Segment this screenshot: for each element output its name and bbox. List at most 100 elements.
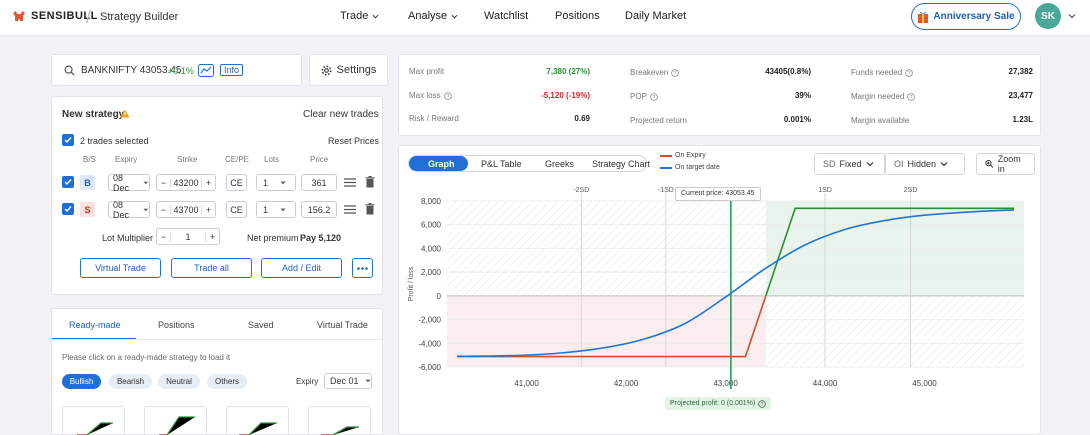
tab-saved[interactable]: Saved — [248, 320, 274, 330]
breadcrumb-divider: / — [86, 7, 92, 27]
info-icon[interactable]: ? — [650, 92, 658, 101]
tab-divider — [52, 339, 382, 340]
nav-trade[interactable]: Trade — [340, 10, 379, 22]
oi-label: OI — [894, 159, 904, 169]
stat-pop-label: POP ? — [630, 92, 658, 101]
trash-icon[interactable] — [365, 203, 375, 215]
sd-select[interactable]: SD Fixed — [814, 153, 885, 175]
tab-ready-made[interactable]: Ready-made — [69, 320, 121, 330]
payoff-chart[interactable]: 8,000 6,000 4,000 2,000 0 -2,000 -4,000 -6,000 -… — [399, 182, 1040, 434]
stat-funds-needed-label: Funds needed ? — [851, 68, 913, 77]
tab-virtual-trade[interactable]: Virtual Trade — [317, 320, 368, 330]
plus-icon[interactable]: + — [205, 231, 219, 242]
price-input[interactable]: 156.2 — [301, 201, 337, 218]
sd-label: SD — [823, 159, 836, 169]
plus-icon[interactable]: + — [201, 204, 215, 215]
nav-analyse-label: Analyse — [408, 10, 448, 22]
active-chart-tab-bg — [409, 156, 468, 171]
caret-down-icon — [143, 208, 149, 211]
warning-icon — [120, 109, 130, 118]
strike-stepper[interactable]: − 43200 + — [156, 174, 216, 191]
add-edit-button[interactable]: Add / Edit — [261, 258, 342, 278]
settings-button[interactable]: Settings — [309, 54, 388, 86]
minus-icon[interactable]: − — [157, 177, 171, 188]
anniversary-label: Anniversary Sale — [933, 11, 1015, 22]
reset-prices-link[interactable]: Reset Prices — [328, 136, 380, 146]
minus-icon[interactable]: − — [157, 204, 171, 215]
chevron-down-icon — [940, 162, 948, 167]
chart-icon[interactable] — [198, 64, 214, 77]
chip-others[interactable]: Others — [207, 374, 247, 389]
legend-swatch-target — [660, 167, 672, 169]
chevron-down-icon[interactable] — [1068, 12, 1076, 20]
side-badge-sell[interactable]: S — [80, 202, 95, 217]
nav-positions[interactable]: Positions — [555, 10, 600, 22]
x-tick-label: 41,000 — [514, 379, 539, 388]
strategy-thumb-bull-put[interactable] — [226, 406, 289, 435]
lots-select[interactable]: 1 — [256, 201, 296, 218]
brand-logo[interactable]: SENSIBULL — [12, 10, 98, 22]
cepe-select[interactable]: CE — [226, 174, 247, 191]
info-icon[interactable]: ? — [758, 399, 767, 408]
strike-stepper[interactable]: − 43700 + — [156, 201, 216, 218]
trash-icon[interactable] — [365, 176, 375, 188]
nav-daily-market[interactable]: Daily Market — [625, 10, 686, 22]
info-icon[interactable]: ? — [443, 91, 452, 100]
nav-analyse[interactable]: Analyse — [408, 10, 458, 22]
check-icon — [64, 179, 72, 186]
expiry-value: 08 Dec — [113, 172, 130, 193]
tab-greeks[interactable]: Greeks — [545, 159, 575, 169]
search-icon — [64, 65, 75, 76]
cepe-select[interactable]: CE — [226, 201, 247, 218]
info-icon[interactable]: ? — [905, 68, 913, 77]
strategy-thumb-call-ratio[interactable] — [308, 406, 371, 435]
series-on-target-date — [456, 209, 1015, 358]
stat-projected-return-label: Projected return — [630, 116, 687, 125]
select-all-checkbox[interactable] — [62, 134, 74, 146]
expiry-label: Expiry — [296, 377, 319, 386]
strategy-thumb-long-call[interactable] — [144, 406, 207, 435]
clear-new-trades-link[interactable]: Clear new trades — [303, 109, 379, 120]
drag-handle-icon[interactable] — [344, 205, 356, 214]
projected-profit-badge: Projected profit: 0 (0.001%) ? — [665, 397, 772, 410]
anniversary-sale-button[interactable]: Anniversary Sale — [911, 3, 1021, 30]
info-icon[interactable]: ? — [907, 92, 916, 101]
minus-icon[interactable]: − — [157, 231, 171, 242]
expiry-select[interactable]: 08 Dec — [108, 200, 150, 220]
chip-neutral[interactable]: Neutral — [158, 374, 200, 389]
info-icon[interactable]: ? — [671, 68, 680, 77]
tab-strategy-chart[interactable]: Strategy Chart — [592, 159, 651, 169]
chevron-down-icon — [372, 14, 379, 19]
avatar[interactable]: SK — [1035, 3, 1061, 29]
side-badge-buy[interactable]: B — [80, 175, 95, 190]
zoom-in-button[interactable]: Zoom in — [976, 153, 1035, 175]
lots-select[interactable]: 1 — [256, 174, 296, 191]
virtual-trade-button[interactable]: Virtual Trade — [80, 258, 161, 278]
chip-bearish[interactable]: Bearish — [109, 374, 152, 389]
tab-pl-table[interactable]: P&L Table — [481, 159, 522, 169]
strategy-thumb-bull-call[interactable] — [62, 406, 125, 435]
chip-bullish[interactable]: Bullish — [62, 374, 101, 389]
more-options-button[interactable] — [352, 258, 373, 278]
y-tick-label: 6,000 — [421, 221, 442, 230]
payoff-thumb-icon — [77, 422, 113, 435]
drag-handle-icon[interactable] — [344, 178, 356, 187]
price-input[interactable]: 361 — [301, 174, 337, 191]
oi-select[interactable]: OI Hidden — [885, 153, 965, 175]
page-title: Strategy Builder — [100, 11, 179, 23]
trade-checkbox[interactable] — [62, 176, 74, 188]
nav-positions-label: Positions — [555, 10, 600, 22]
nav-watchlist[interactable]: Watchlist — [484, 10, 528, 22]
readymade-expiry-select[interactable]: Dec 01 — [324, 373, 372, 389]
tab-positions[interactable]: Positions — [158, 320, 195, 330]
expiry-select[interactable]: 08 Dec — [108, 172, 150, 193]
plus-icon[interactable]: + — [201, 177, 215, 188]
trade-checkbox[interactable] — [62, 203, 74, 215]
trade-all-button[interactable]: Trade all — [171, 258, 252, 278]
symbol-search[interactable]: BANKNIFTY 43053.45 +0.1% Info — [51, 54, 302, 86]
tab-graph[interactable]: Graph — [428, 159, 455, 169]
info-button[interactable]: Info — [220, 64, 244, 76]
oi-value: Hidden — [907, 159, 937, 169]
stat-margin-available-value: 1.23L — [1012, 115, 1033, 124]
lot-multiplier-stepper[interactable]: − 1 + — [156, 228, 220, 245]
